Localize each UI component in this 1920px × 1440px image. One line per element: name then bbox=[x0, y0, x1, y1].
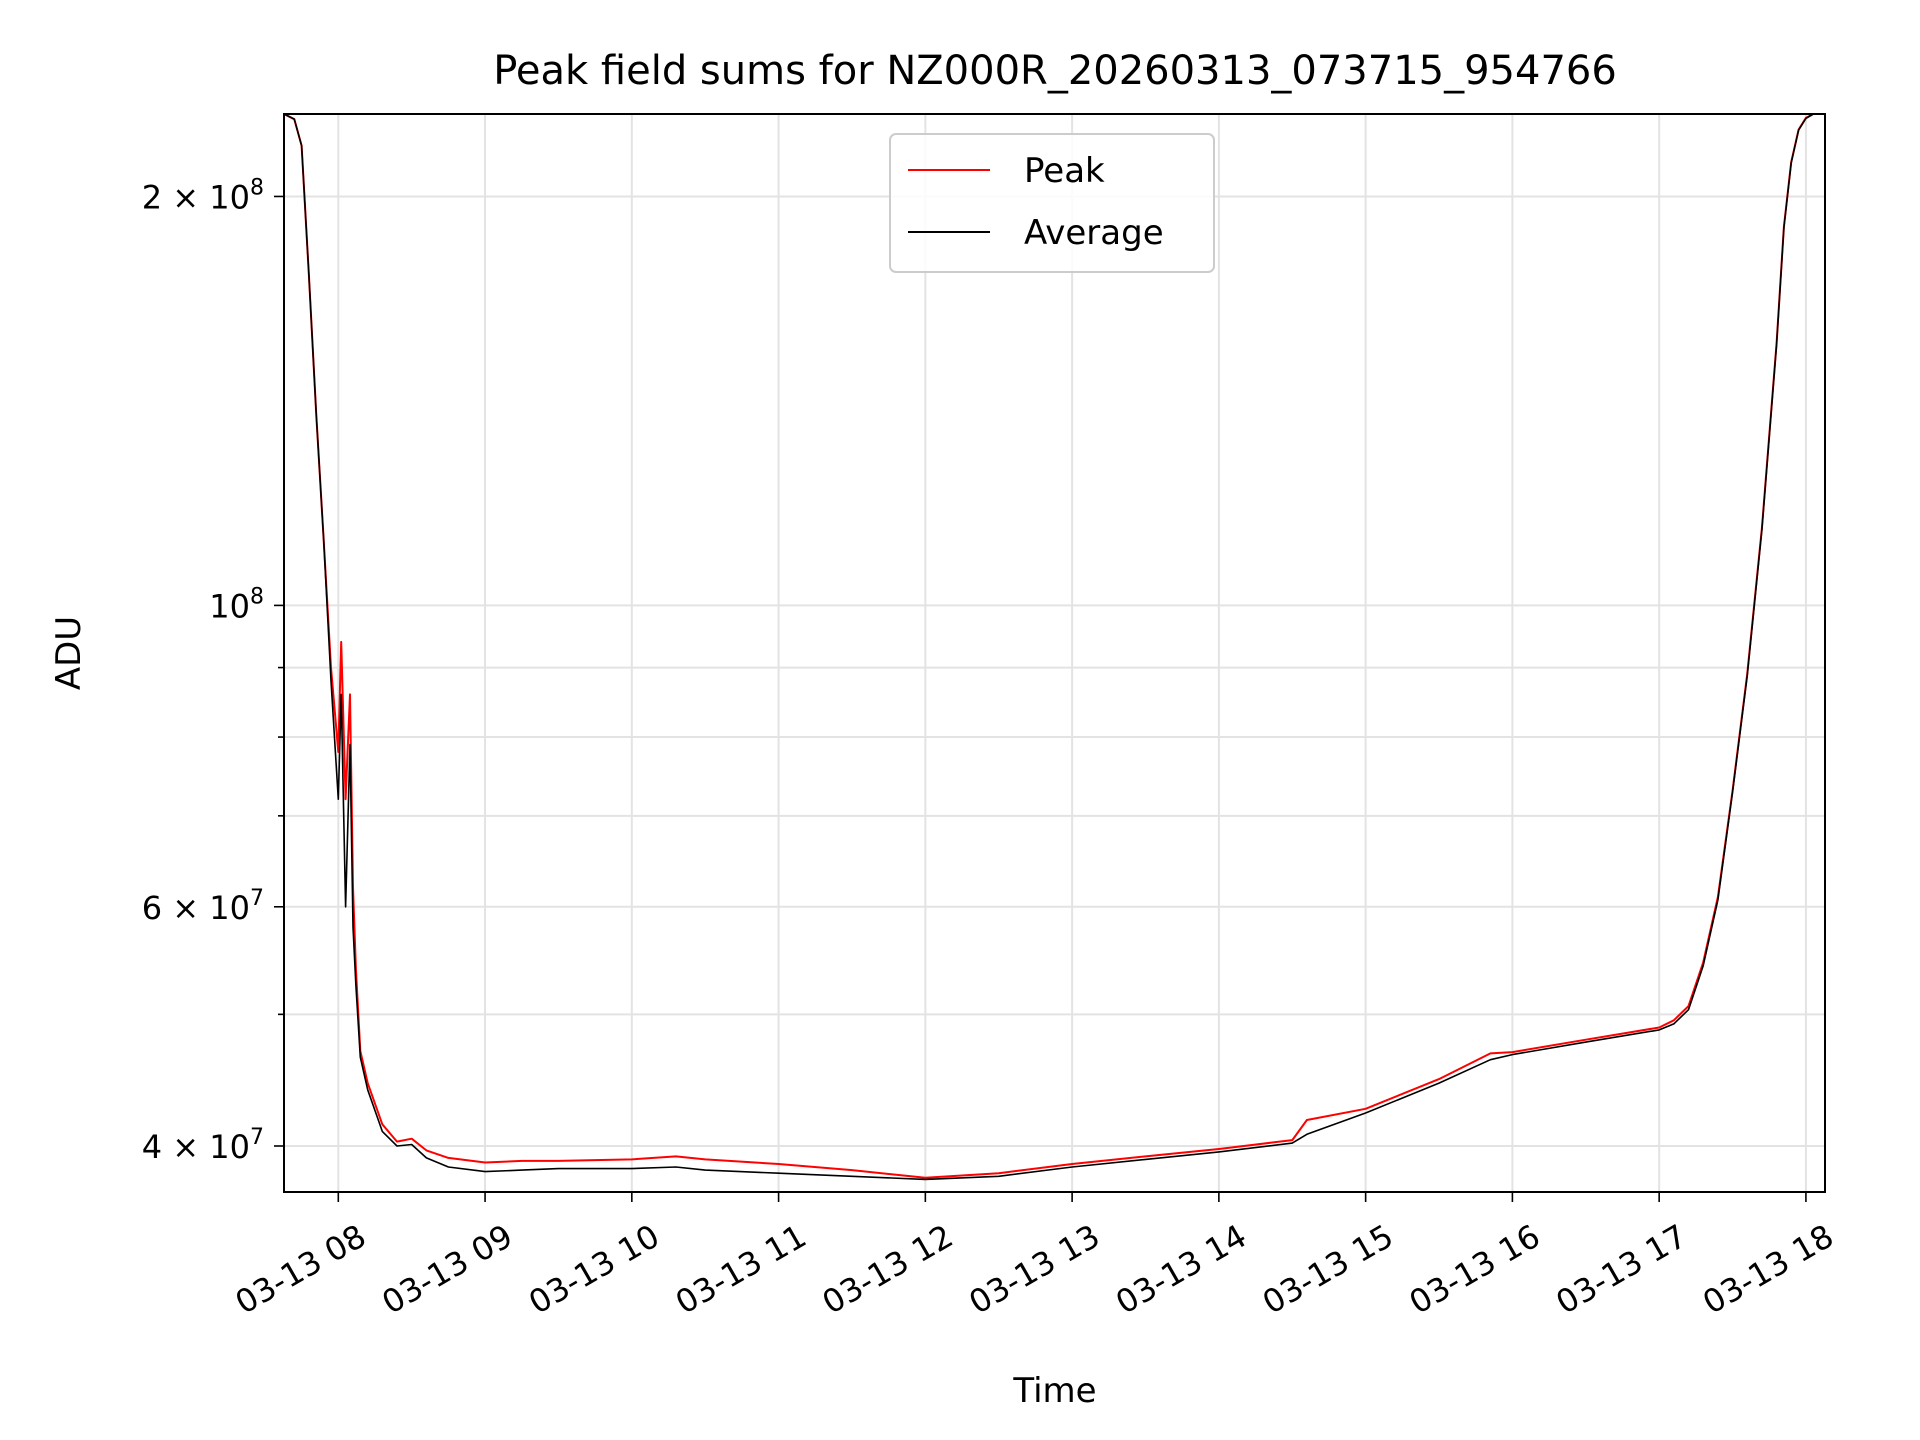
y-tick-label-base: 4 × 10 bbox=[142, 1128, 250, 1166]
y-axis-label: ADU bbox=[49, 616, 89, 690]
legend-box bbox=[889, 133, 1215, 273]
y-tick-label-base: 10 bbox=[209, 587, 250, 625]
chart-title: Peak field sums for NZ000R_20260313_0737… bbox=[493, 48, 1617, 94]
legend-label-average: Average bbox=[1024, 213, 1164, 253]
y-tick-label-exponent: 7 bbox=[250, 886, 264, 911]
x-axis-label: Time bbox=[1012, 1371, 1096, 1411]
series-line-average bbox=[284, 114, 1825, 1181]
series-group bbox=[284, 114, 1825, 1181]
y-tick-label-exponent: 8 bbox=[250, 584, 264, 609]
y-tick-label: 6 × 107 bbox=[142, 886, 264, 927]
legend: Peak Average bbox=[889, 133, 1215, 273]
y-tick-label-exponent: 7 bbox=[250, 1125, 264, 1150]
y-tick-label-base: 2 × 10 bbox=[142, 178, 250, 216]
y-tick-label: 4 × 107 bbox=[142, 1125, 264, 1166]
y-tick-label-exponent: 8 bbox=[250, 175, 264, 200]
y-tick-label: 2 × 108 bbox=[142, 175, 264, 216]
plot-frame bbox=[283, 113, 1826, 1193]
y-tick-label-base: 6 × 10 bbox=[142, 889, 250, 927]
legend-label-peak: Peak bbox=[1024, 151, 1105, 191]
y-tick-label: 108 bbox=[209, 584, 264, 625]
